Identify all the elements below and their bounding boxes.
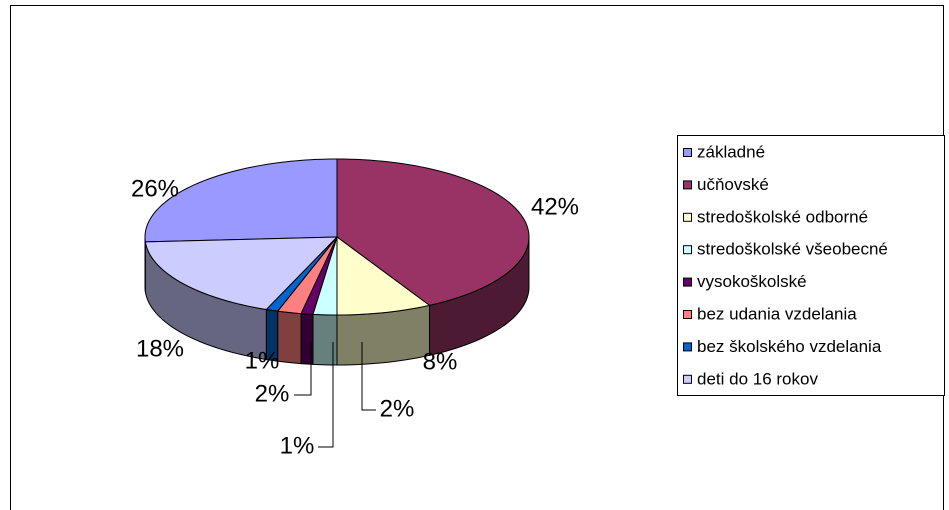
legend-label: bez školského vzdelania (697, 337, 882, 356)
legend-box (677, 135, 945, 396)
data-label: 1% (245, 347, 280, 374)
legend-swatch (683, 374, 692, 384)
leader-line (361, 342, 376, 411)
slice-side (277, 310, 302, 365)
legend-swatch (683, 277, 692, 287)
legend-swatch (683, 245, 692, 255)
data-label: 42% (531, 193, 579, 220)
slice (144, 236, 339, 311)
data-label: 18% (136, 335, 184, 362)
legend-label: deti do 16 rokov (697, 369, 818, 388)
legend-label: stredoškolské všeobecné (697, 240, 888, 259)
legend-swatch (683, 180, 692, 190)
data-label: 1% (280, 432, 315, 459)
slice (336, 158, 530, 306)
slice (336, 236, 431, 316)
leader-line (318, 342, 334, 448)
legend-label: základné (697, 142, 765, 161)
legend-label: bez udania vzdelania (697, 304, 857, 323)
legend-label: učňovské (697, 175, 769, 194)
legend-label: stredoškolské odborné (697, 207, 868, 226)
legend-swatch (683, 148, 692, 157)
data-label: 2% (255, 380, 290, 407)
leader-line (294, 342, 312, 396)
data-label: 26% (131, 175, 179, 202)
slice (144, 158, 338, 243)
data-label: 2% (380, 395, 415, 422)
data-label: 8% (423, 348, 458, 375)
legend-label: vysokoškolské (697, 272, 807, 291)
legend-swatch (683, 212, 692, 222)
legend-swatch (683, 342, 692, 352)
legend-swatch (683, 310, 692, 319)
